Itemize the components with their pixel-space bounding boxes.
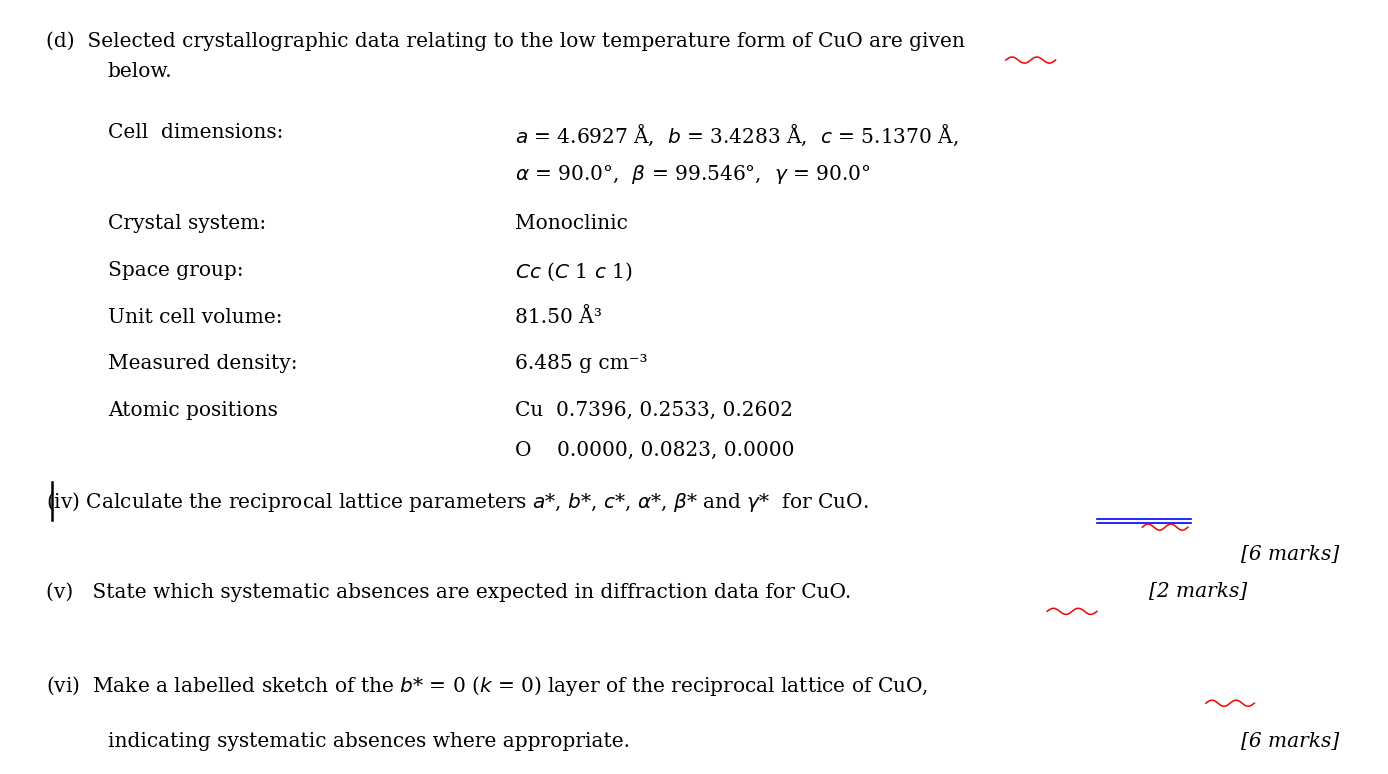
Text: Atomic positions: Atomic positions: [108, 401, 278, 420]
Text: [6 marks]: [6 marks]: [1241, 731, 1339, 751]
Text: (iv) Calculate the reciprocal lattice parameters $a$*, $b$*, $c$*, $\alpha$*, $\: (iv) Calculate the reciprocal lattice pa…: [46, 491, 869, 515]
Text: 81.50 Å³: 81.50 Å³: [515, 307, 601, 327]
Text: Cell  dimensions:: Cell dimensions:: [108, 123, 283, 142]
Text: Measured density:: Measured density:: [108, 354, 297, 373]
Text: $a$ = 4.6927 Å,  $b$ = 3.4283 Å,  $c$ = 5.1370 Å,: $a$ = 4.6927 Å, $b$ = 3.4283 Å, $c$ = 5.…: [515, 123, 958, 148]
Text: O    0.0000, 0.0823, 0.0000: O 0.0000, 0.0823, 0.0000: [515, 441, 794, 460]
Text: [2 marks]: [2 marks]: [1149, 582, 1248, 601]
Text: (vi)  Make a labelled sketch of the $b$* = 0 ($k$ = 0) layer of the reciprocal l: (vi) Make a labelled sketch of the $b$* …: [46, 674, 927, 698]
Text: Cu  0.7396, 0.2533, 0.2602: Cu 0.7396, 0.2533, 0.2602: [515, 401, 793, 420]
Text: Unit cell volume:: Unit cell volume:: [108, 307, 282, 327]
Text: Monoclinic: Monoclinic: [515, 214, 627, 233]
Text: $\alpha$ = 90.0°,  $\beta$ = 99.546°,  $\gamma$ = 90.0°: $\alpha$ = 90.0°, $\beta$ = 99.546°, $\g…: [515, 163, 870, 186]
Text: below.: below.: [108, 62, 172, 80]
Text: Crystal system:: Crystal system:: [108, 214, 266, 233]
Text: (v)   State which systematic absences are expected in diffraction data for CuO.: (v) State which systematic absences are …: [46, 582, 851, 602]
Text: (d)  Selected crystallographic data relating to the low temperature form of CuO : (d) Selected crystallographic data relat…: [46, 31, 965, 50]
Text: $Cc$ ($C$ 1 $c$ 1): $Cc$ ($C$ 1 $c$ 1): [515, 261, 632, 283]
Text: indicating systematic absences where appropriate.: indicating systematic absences where app…: [108, 731, 630, 751]
Text: 6.485 g cm⁻³: 6.485 g cm⁻³: [515, 354, 647, 373]
Text: Space group:: Space group:: [108, 261, 243, 279]
Text: [6 marks]: [6 marks]: [1241, 546, 1339, 564]
